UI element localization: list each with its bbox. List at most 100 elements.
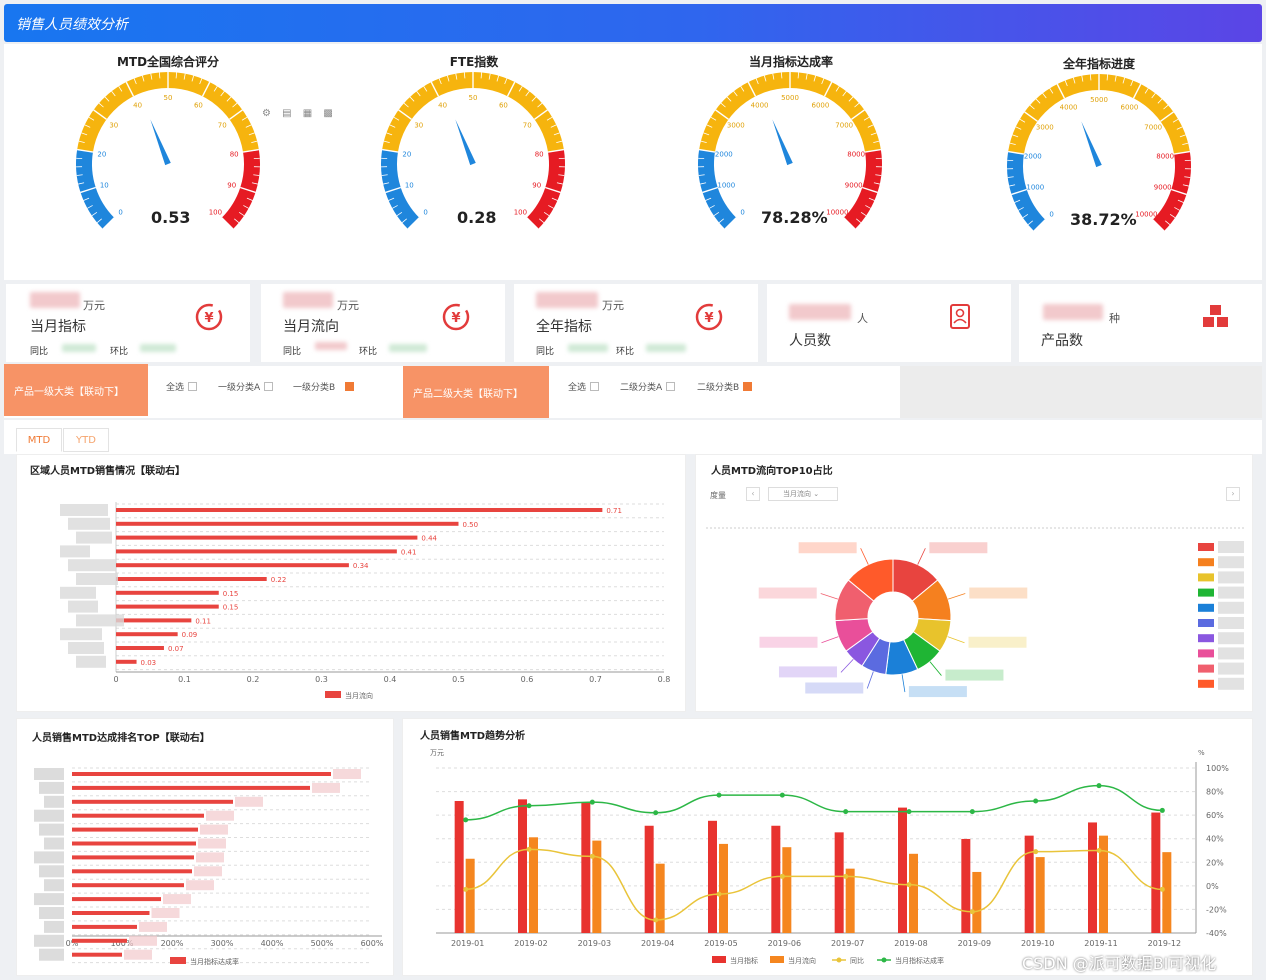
point-achievement-rate [906, 809, 912, 815]
filter-option-a-2[interactable]: 二级分类A [620, 380, 676, 393]
gauge-tick [873, 140, 880, 144]
pie-leader-line [820, 593, 838, 600]
gauge-tick [1042, 93, 1047, 99]
bar-data-label: 0.34 [353, 562, 369, 570]
gauge-tick [98, 102, 104, 108]
legend-label: 当月指标达成率 [190, 957, 239, 966]
gauge-tick [1182, 142, 1189, 146]
checkbox[interactable] [188, 382, 198, 391]
filter-option-a[interactable]: 一级分类A [218, 380, 274, 393]
checkbox-checked[interactable] [743, 382, 753, 391]
x-tick-label: 0.5 [452, 675, 465, 684]
gauge-tick [856, 218, 862, 223]
gauge-tick [548, 205, 554, 209]
next-arrow-button[interactable]: › [1226, 487, 1240, 501]
tab-ytd[interactable]: YTD [63, 428, 109, 452]
gauge-tick [242, 148, 259, 153]
filter-tag-level2[interactable]: 产品二级大类【联动下】 [403, 366, 549, 418]
gauge-tick [393, 116, 400, 121]
filter-option-b[interactable]: 一级分类B [293, 380, 355, 393]
bar [72, 772, 331, 776]
kpi-card-annual-target[interactable]: 万元 全年指标 同比 环比 ¥ [514, 284, 758, 362]
gauge-tick [740, 86, 745, 92]
x-tick-label: 2019-04 [641, 939, 674, 948]
category-label-blurred [39, 781, 64, 794]
x-tick-label: 2019-05 [704, 939, 737, 948]
gauge-tick [213, 86, 218, 92]
legend-swatch [1198, 573, 1214, 582]
measure-dropdown[interactable]: 当月流向 ⌄ [768, 487, 838, 501]
point-achievement-rate [463, 817, 469, 823]
checkbox[interactable] [264, 382, 274, 391]
gauge-tick [1122, 77, 1126, 84]
gauge-tick [1177, 199, 1184, 203]
gauge-toolbar-icons[interactable]: ⚙ ▤ ▦ ▩ [262, 108, 337, 119]
gauge-tick [246, 197, 253, 201]
gauge-tick [1008, 150, 1025, 155]
chart-title-region: 区域人员MTD销售情况【联动右】 [30, 466, 186, 477]
x-tick-label: 0.7 [589, 675, 602, 684]
gauge-tick [88, 116, 95, 121]
bar-data-label: 0.50 [463, 521, 479, 529]
gauges-panel: ⚙ ▤ ▦ ▩ [4, 44, 1262, 280]
gauge-tick [1160, 111, 1174, 122]
right-tick-label: -20% [1206, 905, 1227, 914]
bar [116, 535, 418, 540]
bar-monthly-flow [592, 840, 602, 933]
gauge-tick-label: 8000 [847, 151, 865, 159]
measure-dropdown-value: 当月流向 [783, 490, 811, 498]
pie-leader-line [929, 661, 942, 676]
kpi-card-monthly-target[interactable]: 万元 当月指标 同比 环比 ¥ [6, 284, 250, 362]
gauge-tick [1022, 214, 1029, 219]
gauge-tick-label: 10 [100, 182, 109, 190]
gauge-tick [860, 212, 867, 217]
category-label-blurred [76, 531, 112, 544]
checkbox[interactable] [590, 382, 600, 391]
filter-option-b-2[interactable]: 二级分类B [697, 380, 753, 393]
kpi-card-monthly-flow[interactable]: 万元 当月流向 同比 环比 ¥ [261, 284, 505, 362]
right-tick-label: -40% [1206, 929, 1227, 938]
legend-label: 同比 [850, 956, 864, 965]
filter-tag-level1[interactable]: 产品一级大类【联动下】 [4, 364, 148, 416]
gauge-tick [229, 109, 243, 120]
gauge-tick [423, 86, 428, 92]
x-tick-label: 2019-02 [514, 939, 547, 948]
gauge-tick [1165, 220, 1171, 225]
point-achievement-rate [526, 803, 532, 809]
bar-data-label: 0.03 [141, 659, 157, 667]
gauge-title-2: FTE指数 [449, 55, 499, 69]
pie-leader-line [917, 548, 926, 565]
gauge-tick-label: 2000 [715, 151, 733, 159]
pie-leader-line [821, 636, 839, 644]
pie-label-blurred [908, 686, 967, 698]
kpi-card-headcount[interactable]: 人 人员数 [767, 284, 1011, 362]
gauge-tick [1007, 176, 1014, 178]
bar [72, 785, 310, 790]
checkbox-checked[interactable] [345, 382, 355, 391]
header-bar: 销售人员绩效分析 [4, 4, 1262, 42]
filter-option-all[interactable]: 全选 [166, 380, 198, 393]
kpi-card-product-count[interactable]: 种 产品数 [1019, 284, 1262, 362]
gauge-tick [191, 75, 195, 82]
bar [72, 869, 192, 874]
bar-data-label-blurred [151, 908, 180, 918]
gauge-tick [381, 174, 388, 176]
gauge-tick-label: 9000 [1154, 184, 1172, 192]
gauge-tick [546, 116, 553, 121]
gauge-tick [873, 182, 880, 185]
gauge-tick [1018, 207, 1024, 211]
bar-data-label-blurred [163, 894, 191, 905]
prev-arrow-button[interactable]: ‹ [746, 487, 760, 501]
category-label-blurred [60, 545, 90, 558]
gauge-tick [1173, 150, 1190, 155]
line-achievement-rate [465, 784, 1163, 821]
tab-mtd[interactable]: MTD [16, 428, 62, 452]
gauge-tick [245, 124, 252, 128]
gauge-tick [84, 124, 91, 128]
gauge-tick-label: 100 [209, 208, 222, 216]
gauge-tick-label: 40 [133, 101, 142, 109]
checkbox[interactable] [666, 382, 676, 391]
kpi-unit: 种 [1109, 312, 1120, 325]
filter-option-all-2[interactable]: 全选 [568, 380, 600, 393]
category-label-blurred [34, 934, 64, 947]
